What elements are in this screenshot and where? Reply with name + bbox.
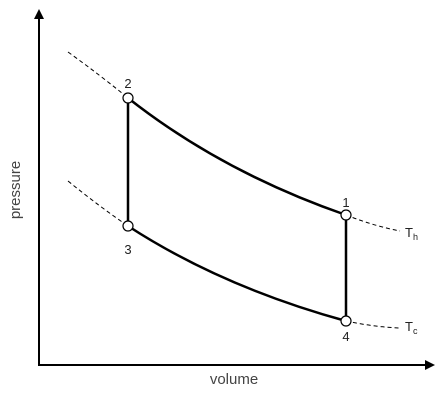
x-axis-title: volume — [210, 371, 258, 388]
y-axis-title: pressure — [7, 161, 24, 219]
state-label-1: 1 — [342, 195, 349, 210]
cold-isotherm-label: Tc — [405, 319, 418, 336]
state-label-3: 3 — [124, 242, 131, 257]
state-point-1 — [340, 209, 352, 221]
hot-isotherm-process — [127, 97, 347, 217]
state-point-2 — [122, 92, 134, 104]
hot-isotherm-dashed-left — [67, 51, 129, 99]
state-point-3 — [122, 220, 134, 232]
cold-isotherm-dashed-left — [67, 180, 129, 227]
cold-isotherm-base: T — [405, 319, 413, 334]
cold-isotherm-dashed-right — [345, 320, 401, 329]
cold-isotherm-process — [127, 224, 347, 323]
hot-isotherm-dashed-right — [345, 214, 401, 232]
state-label-4: 4 — [342, 329, 349, 344]
hot-isotherm-base: T — [405, 225, 413, 240]
hot-isotherm-subscript: h — [413, 232, 418, 242]
cold-isotherm-subscript: c — [413, 326, 418, 336]
state-point-4 — [340, 315, 352, 327]
state-label-2: 2 — [124, 76, 131, 91]
hot-isotherm-label: Th — [405, 225, 418, 242]
